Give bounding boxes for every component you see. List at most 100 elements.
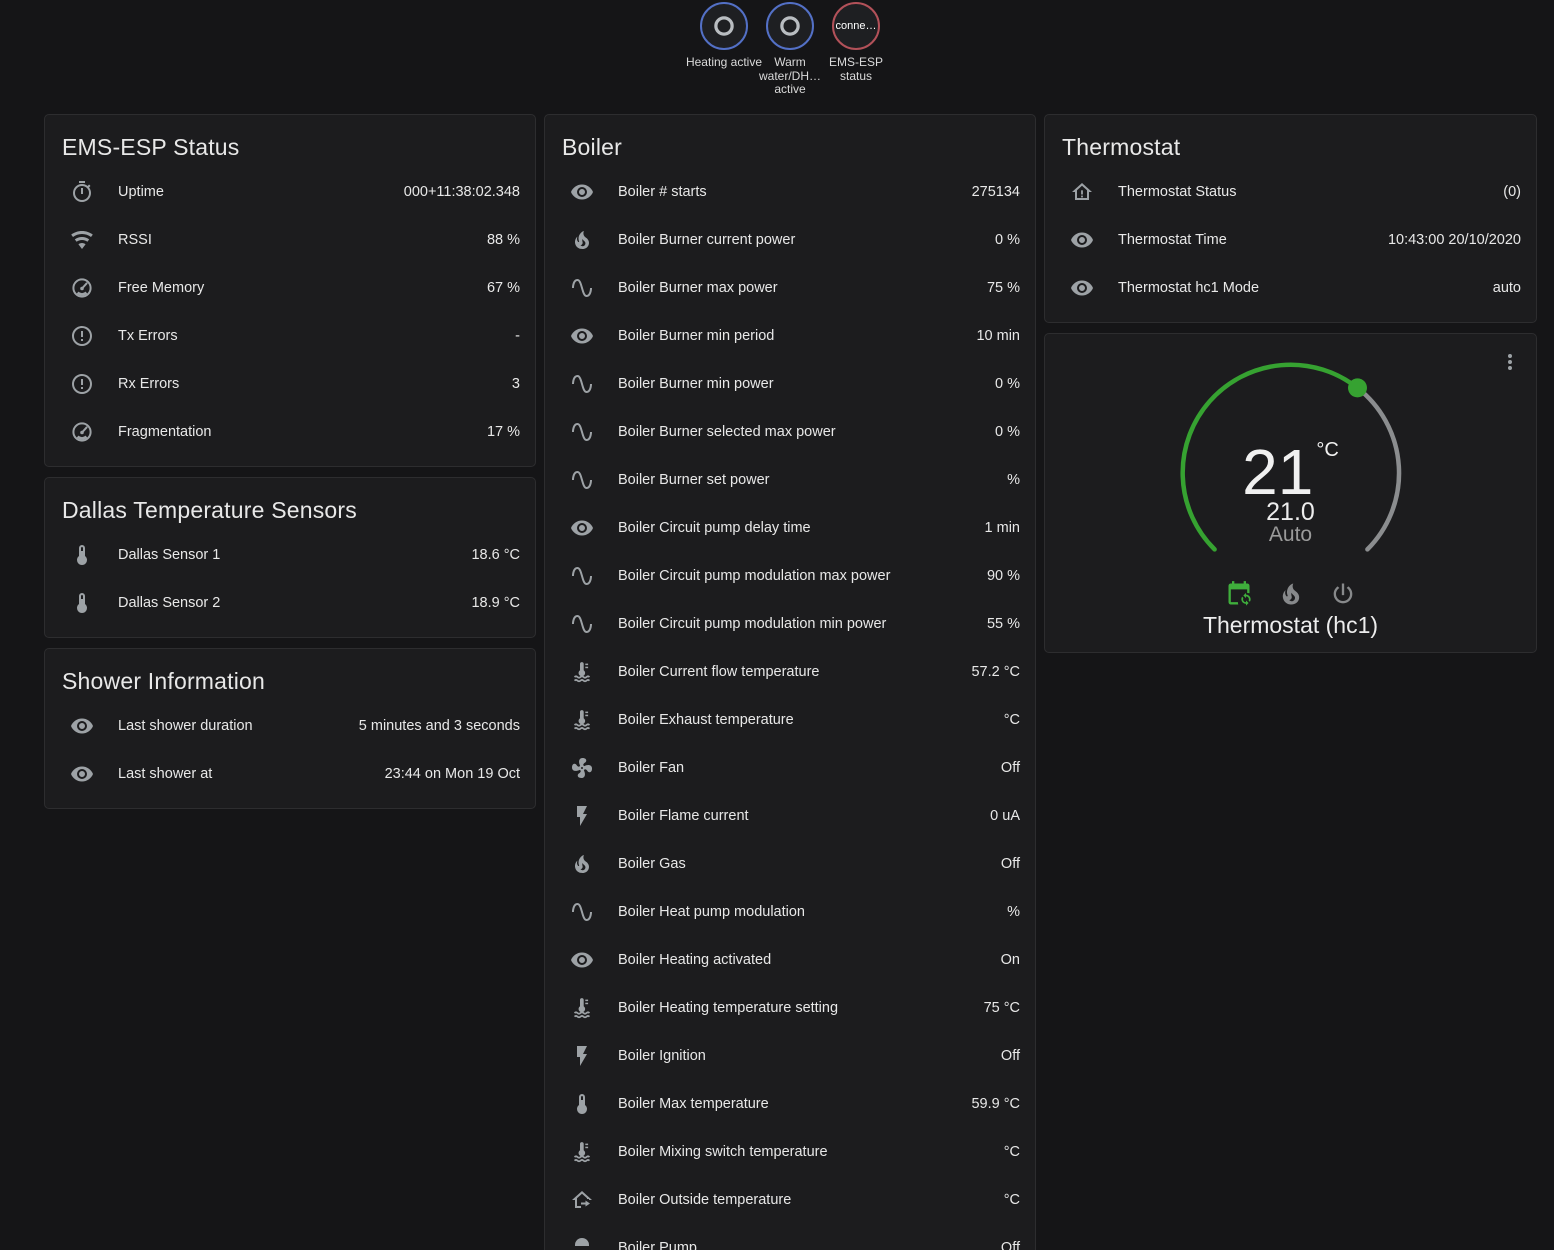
hvac-mode-icon[interactable] bbox=[1329, 580, 1357, 608]
entity-row[interactable]: Dallas Sensor 2 18.9 °C bbox=[45, 579, 535, 627]
entity-value: 1 min bbox=[984, 520, 1020, 536]
entity-value: 000+11:38:02.348 bbox=[403, 184, 520, 200]
entity-row[interactable]: Boiler Max temperature 59.9 °C bbox=[545, 1080, 1035, 1128]
entity-row[interactable]: Boiler Burner current power 0 % bbox=[545, 216, 1035, 264]
entity-value: (0) bbox=[1503, 184, 1521, 200]
hvac-mode-icon[interactable] bbox=[1225, 580, 1253, 608]
entity-icon bbox=[570, 180, 594, 204]
entity-label: Dallas Sensor 1 bbox=[118, 547, 221, 563]
entity-icon bbox=[1070, 228, 1094, 252]
entity-row[interactable]: Boiler Heating temperature setting 75 °C bbox=[545, 984, 1035, 1032]
hvac-mode-buttons bbox=[1045, 580, 1536, 608]
entity-row[interactable]: Boiler Heating activated On bbox=[545, 936, 1035, 984]
entity-row[interactable]: Thermostat Status (0) bbox=[1045, 168, 1536, 216]
card-title: EMS-ESP Status bbox=[62, 134, 240, 160]
entity-label: Thermostat hc1 Mode bbox=[1118, 280, 1260, 296]
entity-label: Rx Errors bbox=[118, 376, 180, 392]
entity-row[interactable]: Boiler Gas Off bbox=[545, 840, 1035, 888]
entity-value: 5 minutes and 3 seconds bbox=[358, 718, 520, 734]
entity-value: % bbox=[1007, 472, 1020, 488]
entity-icon bbox=[70, 543, 94, 567]
entity-row[interactable]: Boiler Burner min period 10 min bbox=[545, 312, 1035, 360]
entity-row[interactable]: Tx Errors - bbox=[45, 312, 535, 360]
entity-row[interactable]: Boiler Circuit pump delay time 1 min bbox=[545, 504, 1035, 552]
entity-row[interactable]: Boiler Ignition Off bbox=[545, 1032, 1035, 1080]
entity-icon bbox=[570, 1140, 594, 1164]
entity-row[interactable]: Thermostat hc1 Mode auto bbox=[1045, 264, 1536, 312]
entity-label: Boiler # starts bbox=[618, 184, 707, 200]
entity-row[interactable]: Boiler Fan Off bbox=[545, 744, 1035, 792]
entity-row[interactable]: Boiler Circuit pump modulation min power… bbox=[545, 600, 1035, 648]
entity-icon bbox=[570, 612, 594, 636]
entity-value: - bbox=[515, 328, 520, 344]
entity-value: 0 % bbox=[995, 232, 1020, 248]
entity-row[interactable]: Free Memory 67 % bbox=[45, 264, 535, 312]
dial-knob bbox=[1347, 378, 1367, 398]
entity-row[interactable]: Boiler Current flow temperature 57.2 °C bbox=[545, 648, 1035, 696]
card-dallas-sensors: Dallas Temperature Sensors Dallas Sensor… bbox=[44, 477, 536, 638]
entity-label: Boiler Pump bbox=[618, 1240, 697, 1250]
entity-value: 0 % bbox=[995, 424, 1020, 440]
entity-row[interactable]: Boiler Flame current 0 uA bbox=[545, 792, 1035, 840]
entity-row[interactable]: Boiler Circuit pump modulation max power… bbox=[545, 552, 1035, 600]
entity-label: Boiler Max temperature bbox=[618, 1096, 769, 1112]
entity-row[interactable]: Last shower duration 5 minutes and 3 sec… bbox=[45, 702, 535, 750]
entity-row[interactable]: Boiler Burner max power 75 % bbox=[545, 264, 1035, 312]
entity-icon bbox=[570, 516, 594, 540]
entity-label: Last shower duration bbox=[118, 718, 253, 734]
entity-row[interactable]: Boiler Pump Off bbox=[545, 1224, 1035, 1250]
badge[interactable]: Warm water/DH… active bbox=[759, 2, 821, 97]
entity-row[interactable]: Boiler Mixing switch temperature °C bbox=[545, 1128, 1035, 1176]
hvac-mode-icon[interactable] bbox=[1277, 580, 1305, 608]
more-options-button[interactable] bbox=[1492, 344, 1528, 380]
entity-value: 10 min bbox=[976, 328, 1020, 344]
hvac-mode-label: Auto bbox=[1268, 523, 1313, 546]
entity-label: Thermostat Time bbox=[1118, 232, 1227, 248]
entity-label: Boiler Burner max power bbox=[618, 280, 778, 296]
entity-row[interactable]: Fragmentation 17 % bbox=[45, 408, 535, 456]
badge[interactable]: Heating active bbox=[686, 2, 762, 97]
entity-row[interactable]: Boiler Heat pump modulation % bbox=[545, 888, 1035, 936]
entity-row[interactable]: Boiler # starts 275134 bbox=[545, 168, 1035, 216]
badge[interactable]: conne… EMS-ESP status bbox=[827, 2, 885, 97]
entity-value: 59.9 °C bbox=[971, 1096, 1020, 1112]
entity-value: 23:44 on Mon 19 Oct bbox=[384, 766, 520, 782]
entity-value: Off bbox=[1000, 760, 1020, 776]
entity-value: 275134 bbox=[971, 184, 1020, 200]
current-temperature: 21 °C bbox=[1242, 436, 1339, 508]
entity-row[interactable]: Uptime 000+11:38:02.348 bbox=[45, 168, 535, 216]
entity-row[interactable]: Dallas Sensor 1 18.6 °C bbox=[45, 531, 535, 579]
entity-row[interactable]: Boiler Burner selected max power 0 % bbox=[545, 408, 1035, 456]
card-title: Dallas Temperature Sensors bbox=[62, 497, 357, 523]
entity-label: Boiler Gas bbox=[618, 856, 686, 872]
thermostat-dial-slider[interactable] bbox=[1173, 355, 1409, 591]
entity-row[interactable]: RSSI 88 % bbox=[45, 216, 535, 264]
entity-row[interactable]: Rx Errors 3 bbox=[45, 360, 535, 408]
badge-state-text: conne… bbox=[835, 20, 877, 32]
entity-label: Boiler Ignition bbox=[618, 1048, 706, 1064]
card-thermostat-dial: 21 °C 21.0 Auto Thermostat (hc1) bbox=[1044, 333, 1537, 653]
entity-label: Last shower at bbox=[118, 766, 213, 782]
badge-state-text bbox=[768, 4, 812, 48]
badge-label: Heating active bbox=[685, 55, 763, 69]
thermostat-name: Thermostat (hc1) bbox=[1202, 612, 1379, 638]
entity-value: 10:43:00 20/10/2020 bbox=[1387, 232, 1521, 248]
circle-outline-icon bbox=[768, 4, 812, 48]
entity-icon bbox=[570, 324, 594, 348]
entity-icon bbox=[570, 660, 594, 684]
entity-row[interactable]: Boiler Exhaust temperature °C bbox=[545, 696, 1035, 744]
entity-row[interactable]: Boiler Outside temperature °C bbox=[545, 1176, 1035, 1224]
entity-value: °C bbox=[1003, 712, 1020, 728]
entity-row[interactable]: Last shower at 23:44 on Mon 19 Oct bbox=[45, 750, 535, 798]
entity-value: °C bbox=[1003, 1192, 1020, 1208]
entity-label: Boiler Circuit pump delay time bbox=[618, 520, 811, 536]
entity-label: Tx Errors bbox=[118, 328, 178, 344]
entity-row[interactable]: Boiler Burner set power % bbox=[545, 456, 1035, 504]
circle-outline-icon bbox=[702, 4, 746, 48]
entity-label: Boiler Exhaust temperature bbox=[618, 712, 794, 728]
entity-row[interactable]: Thermostat Time 10:43:00 20/10/2020 bbox=[1045, 216, 1536, 264]
badge-row: Heating active Warm water/DH… active con… bbox=[13, 2, 1554, 97]
card-ems-esp-status: EMS-ESP Status Uptime 000+11:38:02.348 R… bbox=[44, 114, 536, 467]
entity-row[interactable]: Boiler Burner min power 0 % bbox=[545, 360, 1035, 408]
entity-icon bbox=[570, 1188, 594, 1212]
